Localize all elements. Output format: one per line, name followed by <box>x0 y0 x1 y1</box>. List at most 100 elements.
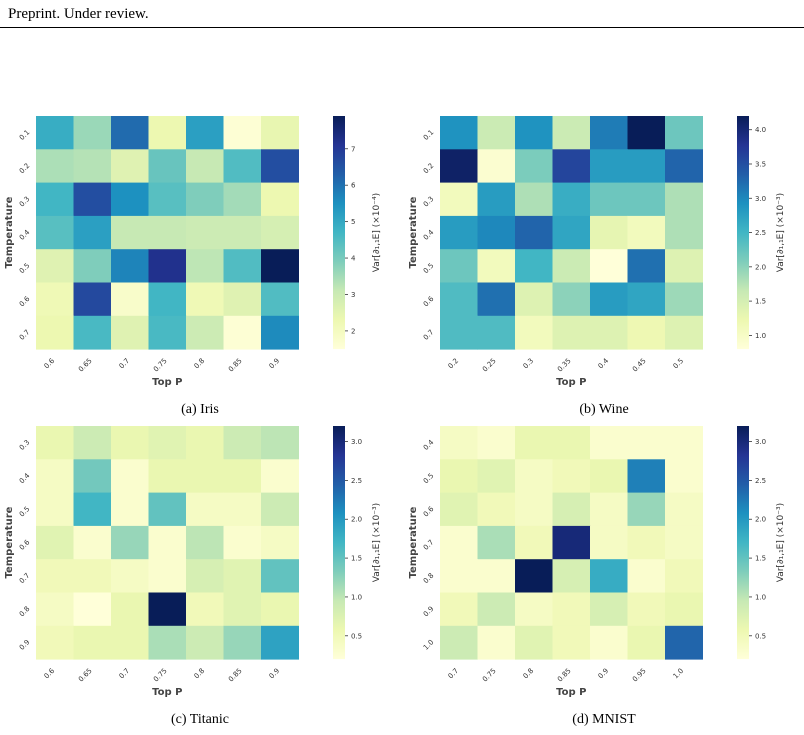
heatmap-cell <box>36 282 74 317</box>
x-tick-label: 0.85 <box>227 357 244 374</box>
heatmap-cell <box>440 215 478 250</box>
heatmap-cell <box>148 282 187 317</box>
heatmap-cell <box>73 149 112 184</box>
x-tick-label: 0.75 <box>481 667 498 684</box>
heatmap-cell <box>590 525 628 560</box>
heatmap-cell <box>111 149 149 184</box>
heatmap-panel-iris: 0.6 0.65 0.7 0.75 0.8 0.85 0.9 0.1 0.2 0.3 0.4 0.5 0… <box>0 110 400 388</box>
heatmap-cell <box>627 559 666 593</box>
x-tick-label: 0.8 <box>193 667 207 681</box>
heatmap-cell <box>261 625 299 660</box>
heatmap-cell <box>261 249 299 283</box>
heatmap-cell <box>73 592 112 627</box>
heatmap-cell <box>552 249 591 283</box>
heatmap-cell <box>223 592 262 627</box>
x-tick-label: 0.7 <box>447 667 461 681</box>
heatmap-cell <box>148 426 187 460</box>
heatmap-cell <box>148 249 187 283</box>
heatmap-panel-titanic: 0.6 0.65 0.7 0.75 0.8 0.85 0.9 0.3 0.4 0.5 0.6 0.7 0… <box>0 420 400 698</box>
heatmap-cell <box>73 559 112 593</box>
heatmap-cell <box>440 492 478 527</box>
heatmap-cell <box>36 149 74 184</box>
heatmap-cell <box>665 625 703 660</box>
x-tick-label: 0.85 <box>556 667 573 684</box>
heatmap-cell <box>223 625 262 660</box>
heatmap-cell <box>440 249 478 283</box>
colorbar-label: Var[∂₁,₁E] (×10⁻⁴) <box>372 193 382 272</box>
heatmap-cell <box>440 426 478 460</box>
y-tick-label: 0.4 <box>18 471 32 485</box>
heatmap-cell <box>111 116 149 150</box>
heatmap-cell <box>186 249 224 283</box>
colorbar-tick-label: 3 <box>351 291 355 299</box>
heatmap-cell <box>73 525 112 560</box>
heatmap-cell <box>665 182 703 217</box>
caption-wine: (b) Wine <box>579 402 629 417</box>
heatmap-cell <box>590 625 628 660</box>
heatmap-cell <box>665 559 703 593</box>
heatmap-cell <box>148 492 187 527</box>
heatmap-cell <box>73 426 112 460</box>
y-tick-label: 0.5 <box>18 505 32 519</box>
heatmap-cell <box>111 282 149 317</box>
heatmap-cell <box>515 492 553 527</box>
heatmap-cell <box>73 215 112 250</box>
heatmap-cell <box>515 426 553 460</box>
colorbar-tick-label: 3.0 <box>755 195 766 203</box>
y-tick-label: 0.8 <box>422 572 436 586</box>
x-tick-label: 0.95 <box>631 667 648 684</box>
heatmap-cell <box>477 426 516 460</box>
y-tick-label: 0.3 <box>18 195 32 209</box>
heatmap-cell <box>261 116 299 150</box>
heatmap-cell <box>515 525 553 560</box>
heatmap-cell <box>223 492 262 527</box>
y-tick-label: 0.1 <box>422 128 436 142</box>
colorbar-tick-label: 2.0 <box>755 263 766 271</box>
heatmap-cell <box>440 559 478 593</box>
heatmap-cell <box>515 149 553 184</box>
heatmap-cell <box>111 249 149 283</box>
heatmap-cell <box>261 182 299 217</box>
heatmap-cell <box>186 116 224 150</box>
heatmap-cell <box>148 149 187 184</box>
y-axis-label: Temperature <box>408 506 419 578</box>
x-tick-label: 0.75 <box>152 357 169 374</box>
y-tick-label: 0.8 <box>18 605 32 619</box>
heatmap-cell <box>73 282 112 317</box>
heatmap-cell <box>148 592 187 627</box>
y-tick-label: 0.5 <box>18 262 32 276</box>
heatmap-cell <box>186 426 224 460</box>
heatmap-cell <box>36 315 74 350</box>
heatmap-cell <box>477 492 516 527</box>
heatmap-cell <box>148 315 187 350</box>
colorbar-tick-label: 1.0 <box>755 593 766 601</box>
y-tick-label: 0.2 <box>422 162 436 176</box>
y-tick-label: 0.7 <box>422 538 436 552</box>
heatmap-cell <box>552 625 591 660</box>
heatmap-cell <box>261 492 299 527</box>
heatmap-cell <box>515 116 553 150</box>
heatmap-cell <box>186 625 224 660</box>
x-tick-label: 0.8 <box>522 667 536 681</box>
y-tick-label: 0.5 <box>422 472 436 486</box>
colorbar-tick-label: 1.5 <box>755 298 766 306</box>
colorbar <box>737 426 749 660</box>
x-axis-label: Top P <box>556 687 586 698</box>
heatmap-cell <box>515 182 553 217</box>
colorbar-label: Var[∂₁,₁E] (×10⁻³) <box>776 503 786 582</box>
heatmap-cell <box>515 459 553 494</box>
heatmap-cell <box>186 559 224 593</box>
x-tick-label: 0.9 <box>597 667 611 681</box>
heatmap-cell <box>627 492 666 527</box>
heatmap-wine: 0.2 0.25 0.3 0.35 0.4 0.45 0.5 0.1 0.2 0.3 0.4 0.5 0… <box>408 116 786 388</box>
heatmap-cell <box>440 625 478 660</box>
heatmap-cell <box>665 315 703 350</box>
colorbar-tick-label: 3.0 <box>351 438 362 446</box>
heatmap-cell <box>36 426 74 460</box>
heatmap-cell <box>590 426 628 460</box>
heatmap-cell <box>261 525 299 560</box>
heatmap-iris: 0.6 0.65 0.7 0.75 0.8 0.85 0.90.10.20.30.40.50… <box>4 116 382 388</box>
heatmap-cell <box>111 525 149 560</box>
y-tick-label: 0.6 <box>18 538 32 552</box>
colorbar-tick-label: 3.0 <box>755 438 766 446</box>
